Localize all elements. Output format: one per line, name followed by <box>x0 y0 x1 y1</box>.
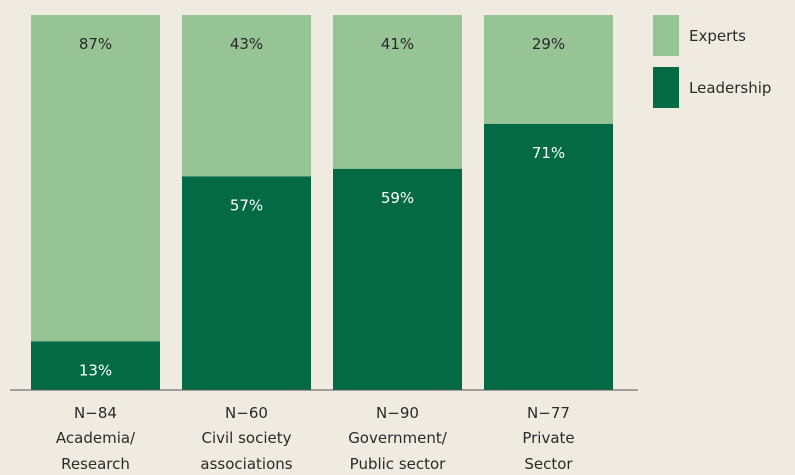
category-label-line1-1: Academia/ <box>56 429 136 447</box>
legend: Experts Leadership <box>653 15 771 108</box>
legend-label-leadership: Leadership <box>689 79 771 97</box>
bars-group <box>31 15 613 390</box>
bar-experts-4 <box>484 15 613 124</box>
category-label-line2-3: Public sector <box>350 455 447 473</box>
category-label-line2-2: associations <box>200 455 292 473</box>
category-label-line1-2: Civil society <box>201 429 291 447</box>
legend-swatch-leadership <box>653 67 679 108</box>
category-labels-group: N−84 Academia/Research N−60 Civil society as… <box>56 404 575 473</box>
category-label-line2-1: Research <box>61 455 130 473</box>
value-label-experts-4: 29% <box>532 35 565 53</box>
value-label-leadership-1: 13% <box>79 361 112 379</box>
category-label-n-3: N−90 <box>376 404 419 422</box>
value-label-experts-1: 87% <box>79 35 112 53</box>
bar-experts-1 <box>31 15 160 341</box>
bar-leadership-4 <box>484 124 613 390</box>
value-label-experts-3: 41% <box>381 35 414 53</box>
category-label-n-4: N−77 <box>527 404 570 422</box>
legend-swatch-experts <box>653 15 679 56</box>
category-label-line2-4: Sector <box>524 455 573 473</box>
value-label-leadership-2: 57% <box>230 196 263 214</box>
category-label-n-2: N−60 <box>225 404 268 422</box>
value-label-leadership-3: 59% <box>381 189 414 207</box>
value-label-experts-2: 43% <box>230 35 263 53</box>
category-label-line1-3: Government/ <box>348 429 448 447</box>
value-label-leadership-4: 71% <box>532 144 565 162</box>
legend-label-experts: Experts <box>689 27 746 45</box>
category-label-n-1: N−84 <box>74 404 117 422</box>
category-label-line1-4: Private <box>522 429 574 447</box>
